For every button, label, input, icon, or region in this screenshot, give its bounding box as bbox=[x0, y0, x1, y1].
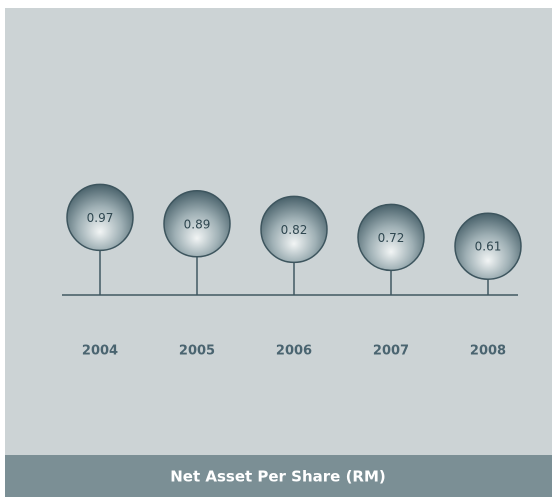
value-label: 0.89 bbox=[184, 217, 211, 231]
footer-band bbox=[5, 455, 552, 497]
value-label: 0.61 bbox=[475, 240, 502, 254]
bubble bbox=[454, 212, 522, 280]
bubble bbox=[357, 203, 425, 272]
bubble bbox=[163, 190, 231, 258]
value-label: 0.72 bbox=[378, 231, 405, 245]
x-tick-label: 2007 bbox=[373, 344, 409, 359]
value-label: 0.82 bbox=[281, 223, 308, 237]
bubble bbox=[260, 195, 328, 264]
value-label: 0.97 bbox=[87, 211, 114, 225]
bubble bbox=[66, 183, 134, 252]
x-tick-label: 2006 bbox=[276, 344, 312, 359]
x-tick-label: 2008 bbox=[470, 344, 506, 359]
chart-title: Net Asset Per Share (RM) bbox=[170, 468, 386, 486]
x-tick-label: 2004 bbox=[82, 344, 118, 359]
x-tick-label: 2005 bbox=[179, 344, 215, 359]
